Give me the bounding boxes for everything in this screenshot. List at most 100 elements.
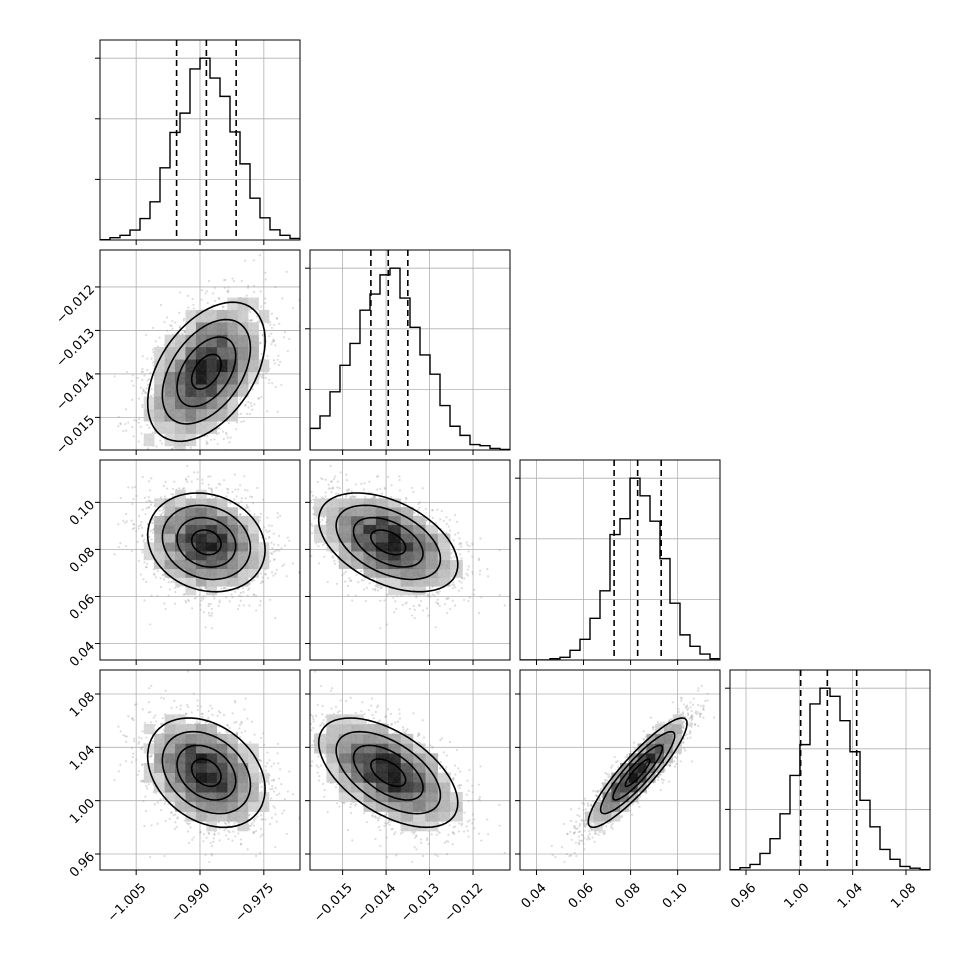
sample-point xyxy=(176,454,178,456)
sample-point xyxy=(237,502,240,505)
sample-point xyxy=(147,496,150,499)
sample-point xyxy=(182,593,185,596)
sample-point xyxy=(258,254,262,257)
sample-point xyxy=(183,593,186,596)
sample-point xyxy=(242,590,245,594)
sample-point xyxy=(198,594,201,597)
sample-point xyxy=(200,596,203,599)
sample-point xyxy=(218,297,221,301)
sample-point xyxy=(244,404,247,407)
sample-point xyxy=(218,488,220,490)
sample-point xyxy=(135,530,138,533)
sample-point xyxy=(172,581,176,584)
sample-point xyxy=(247,400,250,404)
sample-point xyxy=(139,386,143,389)
sample-point xyxy=(151,528,155,531)
sample-point xyxy=(158,464,160,466)
density-cell xyxy=(206,384,218,397)
sample-point xyxy=(141,549,144,552)
sample-point xyxy=(145,387,148,390)
sample-point xyxy=(264,573,267,576)
sample-point xyxy=(251,502,255,505)
sample-point xyxy=(239,599,242,602)
sample-point xyxy=(137,527,140,530)
sample-point xyxy=(125,429,128,432)
y-tick-label: −0.012 xyxy=(53,282,98,327)
sample-point xyxy=(139,524,142,527)
sample-point xyxy=(209,602,212,606)
sample-point xyxy=(190,480,193,483)
sample-point xyxy=(270,343,273,346)
sample-point xyxy=(248,319,251,322)
sample-point xyxy=(271,382,274,385)
sample-point xyxy=(141,367,144,370)
sample-point xyxy=(187,475,190,478)
sample-point xyxy=(239,484,242,487)
sample-point xyxy=(276,358,279,361)
sample-point xyxy=(135,419,138,422)
sample-point xyxy=(147,506,150,509)
sample-point xyxy=(133,527,136,530)
sample-point xyxy=(231,490,234,494)
sample-point xyxy=(151,531,155,534)
sample-point xyxy=(258,604,262,607)
sample-point xyxy=(224,587,228,590)
sample-point xyxy=(164,479,166,481)
sample-point xyxy=(146,368,149,372)
sample-point xyxy=(204,587,207,590)
sample-point xyxy=(151,348,155,351)
sample-point xyxy=(140,521,143,524)
density-cell xyxy=(143,433,155,447)
sample-point xyxy=(132,384,135,387)
sample-point xyxy=(260,352,263,356)
density-cell xyxy=(185,309,197,323)
sample-point xyxy=(163,495,167,498)
density-cell xyxy=(164,421,176,434)
sample-point xyxy=(211,627,214,630)
sample-point xyxy=(266,516,269,519)
sample-point xyxy=(268,378,271,381)
sample-point xyxy=(300,533,302,535)
sample-point xyxy=(187,306,190,309)
sample-point xyxy=(226,488,230,491)
sample-point xyxy=(207,487,210,490)
sample-point xyxy=(272,339,275,342)
sample-point xyxy=(119,423,122,426)
density-cell xyxy=(175,359,186,373)
density-cell xyxy=(185,408,197,422)
sample-point xyxy=(166,329,169,332)
sample-point xyxy=(285,270,288,273)
sample-point xyxy=(135,494,138,498)
sample-point xyxy=(153,573,156,576)
sample-point xyxy=(272,323,276,327)
sample-point xyxy=(212,594,215,598)
sample-point xyxy=(138,417,141,421)
sample-point xyxy=(182,317,186,320)
sample-point xyxy=(252,593,256,596)
sample-point xyxy=(158,336,161,339)
sample-point xyxy=(185,478,188,482)
sample-point xyxy=(207,604,210,608)
density-cell xyxy=(175,384,186,397)
sample-point xyxy=(122,429,125,433)
sample-point xyxy=(200,298,203,301)
sample-point xyxy=(133,481,135,483)
sample-point xyxy=(210,614,213,617)
sample-point xyxy=(156,594,159,598)
sample-point xyxy=(148,462,150,464)
sample-point xyxy=(266,410,269,413)
sample-point xyxy=(148,535,151,539)
sample-point xyxy=(301,530,303,532)
sample-point xyxy=(170,324,173,328)
sample-point xyxy=(140,370,144,373)
sample-point xyxy=(184,599,187,603)
sample-point xyxy=(178,325,181,328)
sample-point xyxy=(221,305,224,309)
density-cell xyxy=(185,359,197,373)
sample-point xyxy=(217,431,220,435)
sample-point xyxy=(159,513,162,516)
sample-point xyxy=(249,319,253,322)
sample-point xyxy=(270,552,273,555)
sample-point xyxy=(159,303,163,306)
sample-point xyxy=(150,594,153,597)
